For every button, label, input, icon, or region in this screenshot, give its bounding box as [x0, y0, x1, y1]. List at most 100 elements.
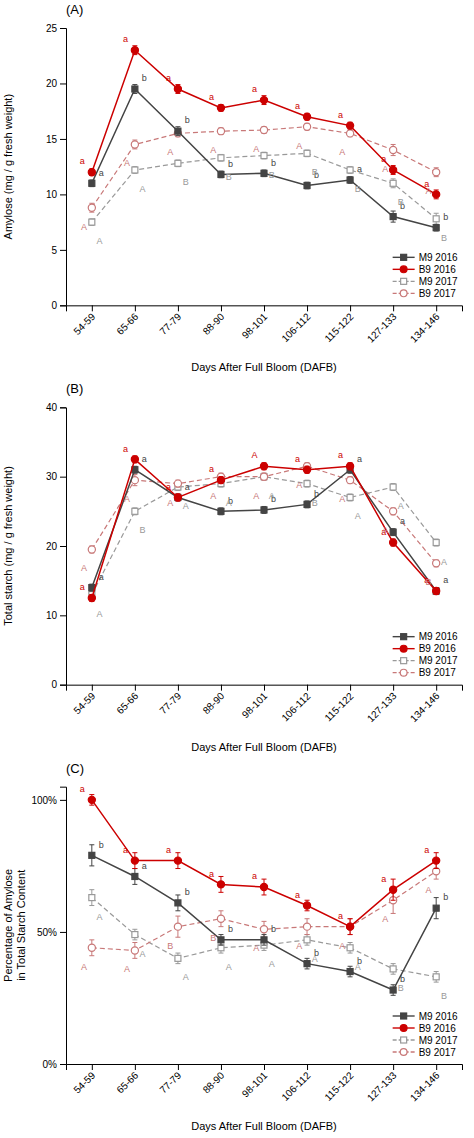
- legend-label: M9 2017: [419, 1035, 458, 1046]
- annotation: a: [338, 451, 343, 461]
- point: [131, 857, 138, 864]
- series: [89, 890, 439, 982]
- point: [175, 494, 181, 500]
- error-bar: [262, 506, 267, 513]
- x-tick-mark: [135, 685, 136, 691]
- point: [433, 905, 439, 911]
- y-tick-mark: [60, 477, 66, 478]
- annotation: a: [99, 168, 104, 178]
- annotation: a: [357, 164, 362, 174]
- y-tick-label: 15: [46, 134, 58, 145]
- annotation: A: [140, 184, 146, 194]
- y-tick: 10: [46, 610, 66, 621]
- point: [89, 219, 95, 225]
- legend-marker: [400, 1049, 407, 1056]
- series-line: [92, 855, 436, 990]
- point: [261, 170, 267, 176]
- annotation: B: [226, 172, 232, 182]
- x-tick-label: 127-133: [365, 1069, 399, 1103]
- annotation: A: [253, 943, 259, 953]
- legend-label: M9 2016: [419, 1011, 458, 1022]
- point: [89, 895, 95, 901]
- y-tick: 40: [46, 402, 66, 413]
- error-bar: [89, 890, 94, 906]
- annotation: A: [253, 144, 259, 154]
- point: [433, 857, 440, 864]
- annotation: A: [226, 498, 232, 508]
- point: [218, 945, 224, 951]
- x-tick-mark: [307, 305, 308, 311]
- x-tick-mark: [135, 1064, 136, 1070]
- annotation: A: [339, 494, 345, 504]
- error-bar: [175, 160, 180, 167]
- series: [89, 150, 439, 225]
- y-tick: 20: [46, 78, 66, 89]
- point: [433, 216, 439, 222]
- point: [390, 508, 397, 515]
- annotation: a: [252, 84, 257, 94]
- y-axis-title: Total starch (mg / g fresh weight): [2, 466, 14, 626]
- x-tick: 77-79: [157, 305, 183, 337]
- panel: 0%50%100%54-5965-6677-7988-9098-101106-1…: [2, 761, 463, 1132]
- y-tick-label: 10: [46, 610, 58, 621]
- annotation: B: [183, 177, 189, 187]
- annotation: A: [183, 972, 189, 982]
- plot-area: [88, 456, 440, 602]
- point: [346, 923, 353, 930]
- annotation: b: [185, 115, 190, 125]
- point: [217, 128, 224, 135]
- x-tick-mark: [393, 305, 394, 311]
- annotation: A: [210, 145, 216, 155]
- y-tick: 5: [51, 245, 66, 256]
- legend-label: B9 2016: [419, 264, 457, 275]
- legend-label: B9 2016: [419, 643, 457, 654]
- annotation: A: [269, 959, 275, 969]
- legend-entry: M9 2017: [393, 655, 458, 666]
- annotation: A: [226, 962, 232, 972]
- annotation: B: [167, 941, 173, 951]
- point: [174, 480, 181, 487]
- x-tick: 65-66: [114, 305, 140, 337]
- x-axis-line: [67, 685, 463, 691]
- point: [347, 494, 353, 500]
- legend-entry: M9 2016: [393, 631, 458, 642]
- legend-marker: [400, 266, 407, 273]
- annotation: a: [80, 156, 85, 166]
- legend-entry: B9 2016: [393, 1023, 457, 1034]
- x-axis: 54-5965-6677-7988-9098-101106-112115-122…: [67, 1064, 463, 1103]
- x-tick-label: 65-66: [114, 690, 140, 716]
- error-bar: [305, 182, 310, 189]
- legend-marker: [401, 254, 407, 260]
- y-tick-mark: [60, 305, 66, 306]
- point: [217, 881, 224, 888]
- legend-label: B9 2017: [419, 1047, 457, 1058]
- x-tick: 54-59: [71, 305, 97, 337]
- annotation: a: [142, 861, 147, 871]
- point: [303, 923, 310, 930]
- x-tick: 115-122: [322, 305, 356, 344]
- point: [433, 540, 439, 546]
- legend-entry: B9 2017: [393, 1047, 457, 1058]
- point: [175, 128, 181, 134]
- annotation: A: [81, 563, 87, 573]
- x-tick-label: 77-79: [157, 311, 183, 337]
- legend-marker: [401, 634, 407, 640]
- x-tick-mark: [135, 305, 136, 311]
- y-tick-mark: [60, 250, 66, 251]
- x-tick-label: 98-101: [240, 690, 270, 720]
- annotation: A: [124, 964, 130, 974]
- annotation: A: [382, 914, 388, 924]
- annotation: B: [441, 991, 447, 1001]
- x-tick-mark: [221, 1064, 222, 1070]
- legend-marker: [401, 1037, 407, 1043]
- x-tick-label: 88-90: [201, 690, 227, 716]
- annotation: b: [228, 924, 233, 934]
- legend-marker: [400, 290, 407, 297]
- legend-marker: [400, 669, 407, 676]
- x-tick: 88-90: [201, 305, 227, 337]
- error-bar: [391, 985, 396, 996]
- point: [433, 225, 439, 231]
- point: [390, 484, 396, 490]
- legend: M9 2016B9 2016M9 2017B9 2017: [393, 631, 458, 678]
- series-line: [92, 89, 436, 228]
